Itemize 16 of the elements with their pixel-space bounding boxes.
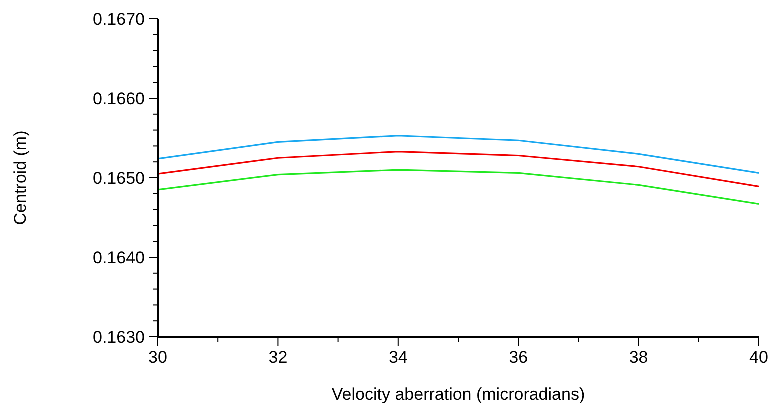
- y-axis-title: Centroid (m): [11, 130, 30, 226]
- y-tick-label: 0.1660: [93, 90, 145, 108]
- x-tick-label: 34: [388, 348, 408, 367]
- x-tick-label: 30: [148, 348, 168, 367]
- x-tick-label: 32: [268, 348, 288, 367]
- x-tick-label: 36: [509, 348, 528, 367]
- x-tick-label: 38: [629, 348, 648, 367]
- line-series: [158, 150, 759, 188]
- line-series: [158, 169, 759, 206]
- y-tick-label: 0.1650: [93, 169, 145, 188]
- line-series: [158, 135, 759, 174]
- x-tick-label: 40: [750, 348, 768, 367]
- y-tick-label: 0.1640: [93, 248, 145, 268]
- x-axis-title: Velocity aberration (microradians): [332, 385, 586, 404]
- y-tick-label: 0.1670: [93, 10, 145, 29]
- y-tick-label: 0.1630: [93, 328, 145, 347]
